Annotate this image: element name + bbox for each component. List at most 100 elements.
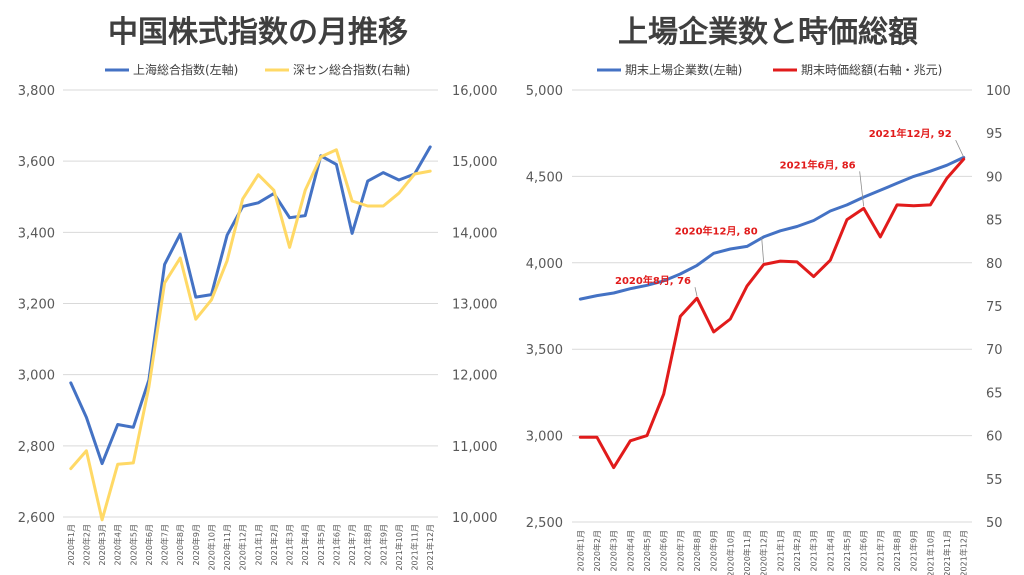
left-axis-tick-label: 3,600 (18, 155, 55, 170)
left-axis-tick-label: 3,200 (18, 298, 55, 313)
x-tick-label: 2021年3月 (285, 524, 295, 565)
x-tick-label: 2021年10月 (394, 524, 404, 571)
x-tick-label: 2021年4月 (825, 530, 835, 571)
right-axis-tick-label: 50 (986, 516, 1003, 531)
legend-label: 期末上場企業数(左軸) (625, 62, 742, 77)
left-axis-tick-label: 3,800 (18, 84, 55, 99)
data-label: 2020年8月, 76 (615, 274, 691, 287)
right-axis-tick-label: 75 (986, 300, 1003, 315)
x-tick-label: 2020年12月 (759, 530, 769, 575)
x-tick-label: 2021年1月 (253, 524, 263, 565)
x-tick-label: 2020年9月 (191, 524, 201, 565)
right-axis-tick-label: 13,000 (452, 298, 498, 313)
left-axis-tick-label: 3,000 (18, 369, 55, 384)
series-line-2 (69, 148, 432, 522)
left-axis-tick-label: 4,000 (526, 257, 563, 272)
left-axis-tick-label: 3,400 (18, 226, 55, 241)
x-tick-label: 2021年7月 (875, 530, 885, 571)
left-axis-tick-label: 3,500 (526, 343, 563, 358)
x-tick-label: 2021年8月 (892, 530, 902, 571)
x-tick-label: 2021年9月 (378, 524, 388, 565)
x-tick-label: 2021年3月 (809, 530, 819, 571)
annotation-leader (859, 171, 865, 207)
x-tick-label: 2021年10月 (925, 530, 935, 575)
x-tick-label: 2021年6月 (331, 524, 341, 565)
left-axis-tick-label: 2,800 (18, 440, 55, 455)
chart-2: 上場企業数と時価総額 2,500 3,000 3,500 4,000 4,500 5,000… (526, 15, 1011, 575)
legend-label: 上海総合指数(左軸) (133, 62, 238, 77)
x-tick-label: 2020年3月 (97, 524, 107, 565)
x-tick-label: 2021年12月 (425, 524, 435, 571)
data-label: 2021年6月, 86 (780, 158, 856, 171)
right-axis-tick-label: 60 (986, 430, 1003, 445)
right-axis-tick-label: 90 (986, 170, 1003, 185)
x-tick-label: 2020年1月 (575, 530, 585, 571)
x-tick-label: 2021年11月 (410, 524, 420, 571)
x-tick-label: 2021年8月 (363, 524, 373, 565)
x-tick-label: 2020年6月 (144, 524, 154, 565)
right-axis-tick-label: 15,000 (452, 155, 498, 170)
right-axis-tick-label: 95 (986, 127, 1003, 142)
legend-label: 期末時価総額(右軸・兆元) (801, 62, 942, 77)
chart-title: 上場企業数と時価総額 (618, 15, 918, 50)
x-tick-label: 2020年12月 (238, 524, 248, 571)
right-axis-tick-label: 100 (986, 84, 1011, 99)
x-tick-label: 2020年6月 (659, 530, 669, 571)
left-axis-tick-label: 2,600 (18, 511, 55, 526)
x-tick-label: 2021年2月 (792, 530, 802, 571)
x-tick-label: 2021年4月 (300, 524, 310, 565)
legend-label: 深セン総合指数(右軸) (293, 62, 410, 77)
left-axis-tick-label: 2,500 (526, 516, 563, 531)
annotation-leader (694, 287, 698, 297)
x-tick-label: 2021年2月 (269, 524, 279, 565)
left-axis-tick-label: 4,500 (526, 170, 563, 185)
x-tick-label: 2021年9月 (909, 530, 919, 571)
x-tick-label: 2020年2月 (81, 524, 91, 565)
right-axis-tick-label: 85 (986, 214, 1003, 229)
x-tick-label: 2021年5月 (842, 530, 852, 571)
right-axis-tick-label: 70 (986, 343, 1003, 358)
annotation-leader (761, 237, 765, 263)
x-tick-label: 2020年7月 (675, 530, 685, 571)
x-tick-label: 2020年7月 (160, 524, 170, 565)
right-axis-tick-label: 11,000 (452, 440, 498, 455)
x-tick-label: 2020年10月 (725, 530, 735, 575)
x-tick-label: 2020年1月 (66, 524, 76, 565)
annotation-leader (955, 139, 965, 158)
right-axis-tick-label: 80 (986, 257, 1003, 272)
x-tick-label: 2020年8月 (175, 524, 185, 565)
x-tick-label: 2021年1月 (775, 530, 785, 571)
x-tick-label: 2021年5月 (316, 524, 326, 565)
x-tick-label: 2020年5月 (642, 530, 652, 571)
x-tick-label: 2020年5月 (128, 524, 138, 565)
right-axis-tick-label: 16,000 (452, 84, 498, 99)
x-tick-label: 2021年11月 (942, 530, 952, 575)
x-tick-label: 2020年11月 (742, 530, 752, 575)
x-tick-label: 2021年6月 (859, 530, 869, 571)
x-tick-label: 2020年4月 (625, 530, 635, 571)
right-axis-tick-label: 65 (986, 386, 1003, 401)
series-line-2 (578, 157, 966, 470)
x-tick-label: 2020年10月 (206, 524, 216, 571)
right-axis-tick-label: 12,000 (452, 369, 498, 384)
x-tick-label: 2020年8月 (692, 530, 702, 571)
x-tick-label: 2020年9月 (709, 530, 719, 571)
x-tick-label: 2020年11月 (222, 524, 232, 571)
series-line-1 (69, 145, 432, 466)
data-label: 2021年12月, 92 (869, 127, 952, 140)
series-line-1 (578, 155, 966, 301)
x-tick-label: 2020年2月 (592, 530, 602, 571)
left-axis-tick-label: 5,000 (526, 84, 563, 99)
right-axis-tick-label: 14,000 (452, 226, 498, 241)
x-tick-label: 2020年4月 (113, 524, 123, 565)
x-tick-label: 2021年7月 (347, 524, 357, 565)
right-axis-tick-label: 55 (986, 473, 1003, 488)
chart-1: 中国株式指数の月推移 2,600 2,800 3,000 3,200 3,400 3,600… (18, 15, 498, 571)
x-tick-label: 2020年3月 (609, 530, 619, 571)
data-label: 2020年12月, 80 (675, 225, 758, 238)
chart-title: 中国株式指数の月推移 (108, 15, 408, 50)
right-axis-tick-label: 10,000 (452, 511, 498, 526)
left-axis-tick-label: 3,000 (526, 430, 563, 445)
